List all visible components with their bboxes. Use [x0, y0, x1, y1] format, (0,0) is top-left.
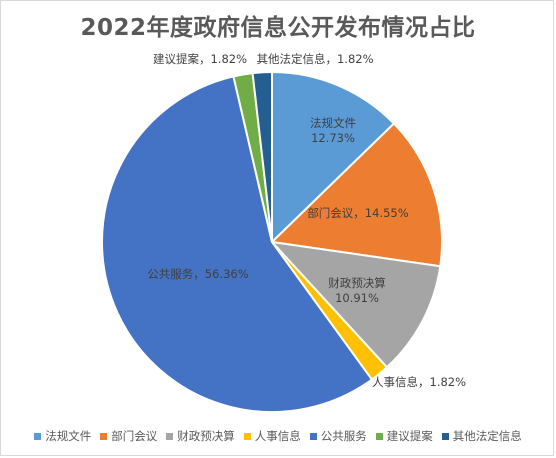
pie-slice-3: [269, 240, 442, 369]
legend-swatch: [34, 432, 42, 440]
legend-label: 其他法定信息: [452, 429, 522, 443]
legend-item-7: 其他法定信息: [441, 428, 522, 444]
chart-title: 2022年度政府信息公开发布情况占比: [80, 15, 476, 41]
legend-item-5: 公共服务: [309, 428, 367, 444]
data-label-value-3: 10.91%: [335, 291, 379, 305]
legend-item-6: 建议提案: [375, 428, 433, 444]
chart-legend: 法规文件 部门会议 财政预决算 人事信息 公共服务 建议提案 其他法定信息: [0, 428, 556, 444]
legend-label: 公共服务: [320, 429, 367, 443]
data-label-7: 其他法定信息，1.82%: [256, 52, 373, 66]
legend-label: 法规文件: [45, 429, 92, 443]
data-label-5: 公共服务，56.36%: [147, 267, 248, 281]
legend-swatch: [309, 432, 317, 440]
legend-label: 财政预决算: [177, 429, 235, 443]
data-label-4: 人事信息，1.82%: [372, 375, 466, 389]
data-label-6: 建议提案，1.82%: [153, 52, 247, 66]
data-label-2: 部门会议，14.55%: [307, 206, 408, 220]
pie-slice-1: [271, 70, 396, 245]
legend-label: 部门会议: [111, 429, 158, 443]
data-label-value-1: 12.73%: [311, 131, 355, 145]
legend-label: 建议提案: [386, 429, 433, 443]
pie-slice-5: [101, 75, 374, 414]
data-label-name-3: 财政预决算: [328, 276, 386, 290]
legend-item-3: 财政预决算: [166, 428, 235, 444]
legend-swatch: [166, 432, 174, 440]
legend-item-1: 法规文件: [34, 428, 91, 444]
legend-label: 人事信息: [254, 429, 301, 443]
pie-slice-2: [269, 122, 443, 268]
pie-slice-7: [251, 70, 273, 243]
legend-swatch: [243, 432, 251, 440]
legend-item-2: 部门会议: [100, 428, 157, 444]
legend-swatch: [441, 432, 449, 440]
legend-swatch: [375, 432, 383, 440]
data-label-name-1: 法规文件: [310, 116, 356, 130]
legend-item-4: 人事信息: [243, 428, 301, 444]
legend-swatch: [100, 432, 108, 440]
